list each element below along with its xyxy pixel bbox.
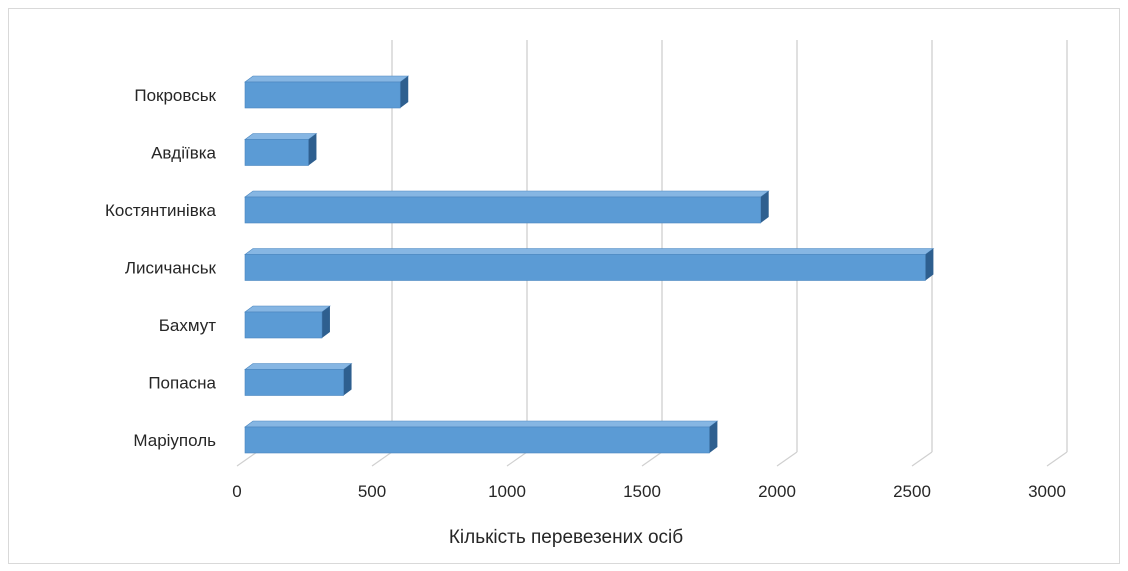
bar-top-face <box>244 420 719 428</box>
floor-tick <box>911 451 933 467</box>
bar-top-face <box>244 75 410 83</box>
bar <box>244 81 401 109</box>
bar-top-face <box>244 248 935 255</box>
floor-tick <box>506 451 528 467</box>
bar-top-face <box>244 363 353 370</box>
x-tick-label: 500 <box>358 482 386 501</box>
x-tick-label: 1500 <box>623 482 661 501</box>
chart-frame <box>8 8 1120 564</box>
x-tick-label: 3000 <box>1028 482 1066 501</box>
category-label: Попасна <box>148 374 216 393</box>
floor-tick <box>641 451 663 467</box>
x-tick-label: 2000 <box>758 482 796 501</box>
bar-side-face <box>400 76 409 108</box>
tick-labels: 0 500 1000 1500 2000 2500 3000 <box>232 482 1066 501</box>
bar <box>244 139 309 166</box>
bar-side-face <box>321 306 330 338</box>
bar-side-face <box>709 421 718 453</box>
bar <box>244 254 926 281</box>
category-label: Маріуполь <box>133 431 216 450</box>
bar <box>244 196 762 224</box>
bar-side-face <box>343 363 352 396</box>
floor-tick <box>371 451 393 467</box>
category-label: Покровськ <box>134 86 216 105</box>
grid-layer <box>236 40 1068 467</box>
x-tick-label: 1000 <box>488 482 526 501</box>
floor-tick <box>236 451 258 467</box>
bar-top-face <box>244 133 318 140</box>
bar <box>244 426 710 454</box>
bar <box>244 369 344 396</box>
bar-side-face <box>308 133 317 166</box>
category-labels: Покровськ Авдіївка Костянтинівка Лисичанськ… <box>105 86 217 450</box>
bar-side-face <box>760 191 769 223</box>
bar <box>244 311 323 339</box>
category-label: Бахмут <box>159 316 216 335</box>
x-tick-label: 0 <box>232 482 241 501</box>
bar-side-face <box>925 248 934 281</box>
floor-tick <box>1046 451 1068 467</box>
category-label: Авдіївка <box>151 144 216 163</box>
bars-layer <box>244 75 935 454</box>
category-label: Лисичанськ <box>125 259 217 278</box>
category-label: Костянтинівка <box>105 201 217 220</box>
x-tick-label: 2500 <box>893 482 931 501</box>
x-axis-title: Кількість перевезених осіб <box>449 527 683 548</box>
bar-top-face <box>244 305 331 313</box>
floor-tick <box>776 451 798 467</box>
bar-top-face <box>244 190 770 198</box>
